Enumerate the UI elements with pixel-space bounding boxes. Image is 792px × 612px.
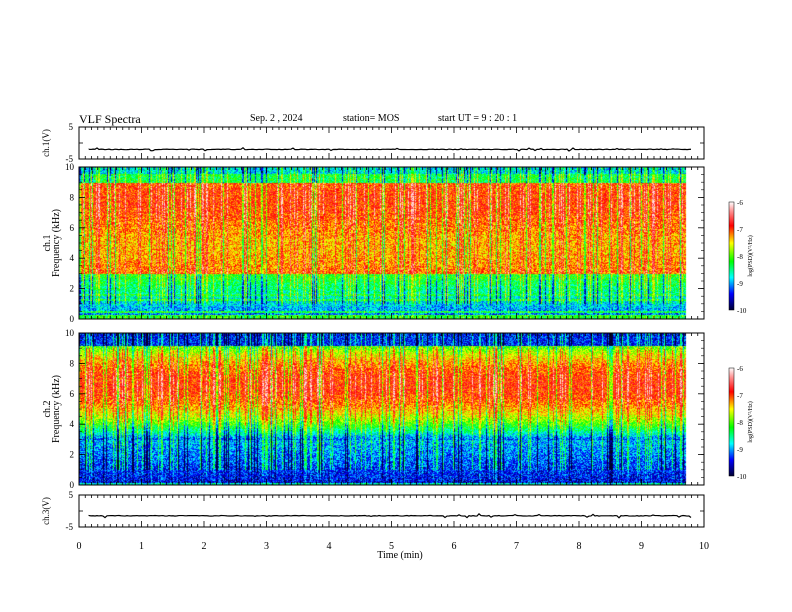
colorbar-tick-label: -9 [737, 446, 743, 454]
colorbar-label: log(PSD)(V²/Hz) [747, 235, 754, 276]
panel-ylabel-frequency: Frequency (kHz) [51, 375, 62, 443]
x-tick-label: 10 [699, 541, 709, 552]
ch1-spectrogram [79, 167, 695, 319]
colorbar-tick-label: -6 [737, 199, 743, 207]
y-tick-label: 5 [69, 490, 74, 500]
colorbar-tick-label: -10 [737, 307, 747, 315]
y-tick-label: 8 [70, 358, 75, 368]
panel-ylabel-frequency: Frequency (kHz) [51, 209, 62, 277]
panel-ylabel-channel: ch.2 [42, 401, 53, 418]
x-tick-label: 3 [264, 541, 269, 552]
colorbar-tick-label: -6 [737, 365, 743, 373]
x-tick-label: 5 [389, 541, 394, 552]
x-tick-label: 2 [202, 541, 207, 552]
x-tick-label: 4 [327, 541, 332, 552]
x-tick-label: 1 [139, 541, 144, 552]
y-tick-label: -5 [66, 154, 74, 164]
y-tick-label: 10 [65, 328, 75, 338]
colorbar-tick-label: -8 [737, 419, 743, 427]
y-tick-label: 2 [70, 450, 75, 460]
x-tick-label: 9 [639, 541, 644, 552]
panel-ylabel: ch.1(V) [41, 129, 51, 157]
x-tick-label: 7 [514, 541, 519, 552]
y-tick-label: 0 [70, 480, 75, 490]
y-tick-label: 4 [70, 253, 75, 263]
panel-frame-3 [78, 332, 705, 486]
y-tick-label: 6 [70, 223, 75, 233]
figure-title: VLF Spectra [79, 112, 141, 126]
waveform-trace [88, 146, 692, 152]
y-tick-label: 2 [70, 284, 75, 294]
waveform-trace [88, 513, 692, 519]
x-tick-label: 8 [577, 541, 582, 552]
colorbar-tick-label: -8 [737, 253, 743, 261]
panel-ylabel: ch.3(V) [41, 497, 51, 525]
colorbar-label: log(PSD)(V²/Hz) [747, 401, 754, 442]
colorbar-tick-label: -7 [737, 392, 743, 400]
ch2-spectrogram [79, 333, 695, 485]
y-tick-label: -5 [66, 522, 74, 532]
x-tick-label: 6 [452, 541, 457, 552]
colorbar-tick-label: -10 [737, 473, 747, 481]
x-axis-label: Time (min) [377, 550, 422, 561]
y-tick-label: 5 [69, 122, 74, 132]
y-tick-label: 6 [70, 389, 75, 399]
panel-ylabel-channel: ch.1 [42, 235, 53, 252]
station-label: station= MOS [343, 113, 400, 124]
start-time-label: start UT = 9 : 20 : 1 [438, 113, 518, 124]
y-tick-label: 4 [70, 419, 75, 429]
colorbar-tick-label: -9 [737, 280, 743, 288]
colorbar-tick-label: -7 [737, 226, 743, 234]
y-tick-label: 0 [70, 314, 75, 324]
x-tick-label: 0 [77, 541, 82, 552]
colorbar [728, 201, 735, 311]
panel-frame-2 [78, 166, 705, 320]
y-tick-label: 8 [70, 192, 75, 202]
y-tick-label: 10 [65, 162, 75, 172]
colorbar [728, 367, 735, 477]
observation-date: Sep. 2 , 2024 [250, 113, 303, 124]
